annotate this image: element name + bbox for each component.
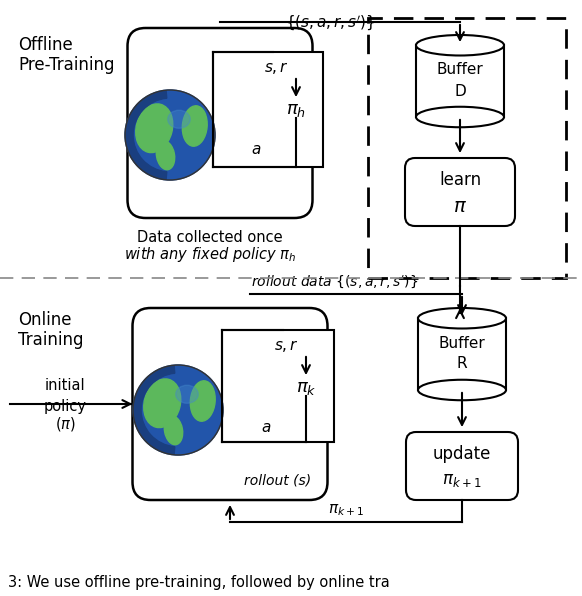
Text: $\pi_k$: $\pi_k$: [296, 379, 316, 397]
Text: Buffer: Buffer: [436, 63, 484, 77]
Text: Training: Training: [18, 331, 83, 349]
Text: Offline: Offline: [18, 36, 73, 54]
Ellipse shape: [416, 35, 504, 55]
Circle shape: [133, 365, 223, 455]
Bar: [368, 18, 566, 278]
FancyBboxPatch shape: [133, 308, 328, 500]
Ellipse shape: [418, 380, 506, 401]
Text: rollout (s): rollout (s): [244, 473, 311, 487]
Text: $\{(s,a,r,s')\}$: $\{(s,a,r,s')\}$: [285, 14, 375, 33]
Text: R: R: [457, 356, 467, 371]
FancyBboxPatch shape: [406, 432, 518, 500]
Ellipse shape: [176, 385, 198, 403]
Text: 3: We use offline pre-training, followed by online tra: 3: We use offline pre-training, followed…: [8, 575, 390, 589]
Bar: [418, 318, 506, 390]
Text: Data collected once: Data collected once: [137, 229, 283, 244]
Text: initial: initial: [45, 378, 86, 393]
Ellipse shape: [418, 308, 506, 328]
Text: rollout data $\{(s,a,r,s')\}$: rollout data $\{(s,a,r,s')\}$: [251, 274, 418, 290]
Text: D: D: [454, 83, 466, 98]
Ellipse shape: [157, 141, 175, 170]
Wedge shape: [125, 90, 167, 180]
Text: learn: learn: [439, 171, 481, 189]
Text: $s, r$: $s, r$: [274, 338, 299, 354]
Bar: [213, 52, 323, 167]
Wedge shape: [133, 365, 175, 455]
Text: $(\pi)$: $(\pi)$: [55, 415, 76, 433]
Text: $\pi_{k+1}$: $\pi_{k+1}$: [442, 471, 482, 489]
Ellipse shape: [416, 107, 504, 128]
Text: $\pi$: $\pi$: [453, 197, 467, 216]
Text: update: update: [433, 445, 491, 463]
Text: $s, r$: $s, r$: [264, 60, 289, 76]
Text: $a$: $a$: [261, 421, 271, 436]
Ellipse shape: [164, 416, 183, 445]
Text: $a$: $a$: [251, 142, 261, 157]
Bar: [416, 45, 504, 117]
Text: $\pi_h$: $\pi_h$: [286, 101, 306, 119]
Text: with any fixed policy $\pi_h$: with any fixed policy $\pi_h$: [124, 244, 296, 263]
Ellipse shape: [190, 381, 215, 421]
Circle shape: [125, 90, 215, 180]
Ellipse shape: [182, 106, 207, 146]
FancyBboxPatch shape: [127, 28, 313, 218]
Text: $\pi_{k+1}$: $\pi_{k+1}$: [328, 502, 364, 518]
Ellipse shape: [144, 379, 181, 427]
Text: Pre-Training: Pre-Training: [18, 56, 115, 74]
Text: Buffer: Buffer: [439, 336, 485, 350]
Text: Online: Online: [18, 311, 72, 329]
Text: policy: policy: [44, 399, 87, 414]
Ellipse shape: [136, 104, 173, 153]
Bar: [222, 330, 334, 442]
FancyBboxPatch shape: [405, 158, 515, 226]
Ellipse shape: [168, 110, 190, 128]
